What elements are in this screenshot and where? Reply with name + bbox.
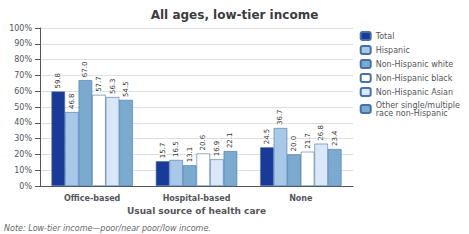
- svg-text:22.1: 22.1: [226, 132, 234, 148]
- svg-text:Other single/multiple: Other single/multiple: [375, 100, 460, 110]
- svg-text:10%: 10%: [14, 166, 32, 175]
- svg-text:Usual source of health care: Usual source of health care: [127, 206, 266, 216]
- svg-text:16.5: 16.5: [172, 141, 180, 157]
- svg-text:All ages, low-tier income: All ages, low-tier income: [151, 8, 319, 22]
- svg-text:90%: 90%: [14, 39, 32, 48]
- svg-text:67.0: 67.0: [81, 62, 89, 78]
- svg-text:15.7: 15.7: [159, 143, 167, 159]
- svg-text:None: None: [289, 194, 313, 203]
- svg-text:56.3: 56.3: [109, 78, 117, 94]
- svg-text:100%: 100%: [9, 24, 32, 33]
- svg-text:60%: 60%: [14, 87, 32, 96]
- svg-text:20.6: 20.6: [199, 134, 207, 150]
- svg-text:13.1: 13.1: [186, 147, 194, 163]
- svg-text:36.7: 36.7: [276, 109, 284, 125]
- svg-text:Note: Low-tier income—poor/nea: Note: Low-tier income—poor/near poor/low…: [4, 224, 211, 233]
- svg-text:57.7: 57.7: [95, 76, 103, 92]
- svg-text:Total: Total: [375, 32, 395, 41]
- svg-text:16.9: 16.9: [213, 141, 221, 157]
- svg-text:0%: 0%: [19, 182, 32, 191]
- svg-text:40%: 40%: [14, 118, 32, 127]
- svg-text:20.0: 20.0: [290, 136, 298, 152]
- svg-text:Office-based: Office-based: [64, 194, 121, 203]
- svg-text:23.4: 23.4: [331, 130, 339, 146]
- svg-text:54.5: 54.5: [122, 81, 130, 97]
- svg-text:70%: 70%: [14, 71, 32, 80]
- svg-text:80%: 80%: [14, 55, 32, 64]
- svg-text:20%: 20%: [14, 150, 32, 159]
- svg-text:24.5: 24.5: [263, 129, 271, 145]
- svg-text:46.8: 46.8: [68, 93, 76, 109]
- svg-text:Non-Hispanic Asian: Non-Hispanic Asian: [376, 88, 453, 97]
- svg-text:59.8: 59.8: [54, 73, 62, 89]
- svg-text:Hispanic: Hispanic: [376, 46, 410, 55]
- svg-text:50%: 50%: [14, 103, 32, 112]
- svg-text:Non-Hispanic black: Non-Hispanic black: [376, 74, 453, 83]
- svg-text:21.7: 21.7: [304, 133, 312, 149]
- svg-text:Non-Hispanic white: Non-Hispanic white: [376, 60, 453, 69]
- svg-text:race non-Hispanic: race non-Hispanic: [376, 109, 448, 118]
- svg-text:Hospital-based: Hospital-based: [163, 194, 231, 203]
- svg-text:30%: 30%: [14, 134, 32, 143]
- svg-text:26.8: 26.8: [317, 125, 325, 141]
